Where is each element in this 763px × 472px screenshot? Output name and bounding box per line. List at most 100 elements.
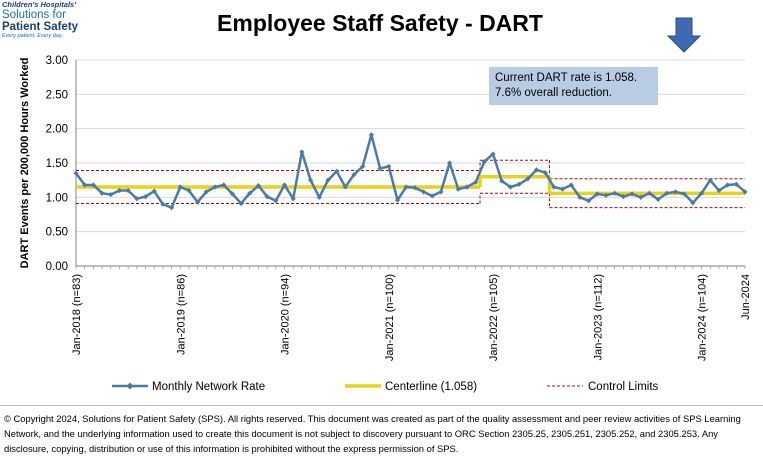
y-tick-label: 0.00 (46, 261, 68, 273)
rate-data-point (195, 199, 201, 205)
x-tick-label: Jan-2018 (n=83) (71, 274, 83, 355)
rate-data-point (742, 189, 748, 195)
x-tick-label: Jan-2023 (n=112) (592, 274, 604, 360)
rate-data-point (516, 181, 522, 187)
rate-data-point (568, 182, 574, 188)
rate-data-point (325, 177, 331, 183)
rate-data-point (638, 194, 644, 200)
rate-data-point (455, 186, 461, 192)
y-tick-label: 0.50 (46, 227, 68, 239)
rate-data-point (473, 179, 479, 185)
rate-data-point (429, 193, 435, 199)
rate-data-point (299, 149, 305, 155)
rate-data-point (334, 168, 340, 174)
legend-label-control-limits: Control Limits (588, 381, 659, 393)
rate-data-point (725, 182, 731, 188)
x-tick-label: Jan-2022 (n=105) (488, 274, 500, 361)
rate-data-point (629, 191, 635, 197)
rate-data-point (507, 184, 514, 190)
rate-data-point (577, 194, 583, 200)
rate-data-point (438, 189, 444, 195)
logo-line-2: Solutions for (2, 9, 66, 21)
rate-data-point (212, 184, 218, 190)
rate-data-point (238, 200, 244, 207)
sps-logo: Children's Hospitals' Solutions for Pati… (2, 1, 102, 45)
rate-data-point (281, 182, 288, 188)
annotation-line-1: Current DART rate is 1.058. (495, 72, 638, 84)
rate-data-point (559, 186, 566, 192)
rate-data-point (247, 190, 253, 196)
rate-data-point (116, 187, 123, 194)
rate-data-point (542, 170, 548, 176)
rate-data-point (255, 183, 262, 189)
rate-data-point (177, 184, 183, 190)
x-tick-label: Jan-2020 (n=94) (280, 274, 292, 355)
dart-control-chart: 0.00 0.50 1.00 1.50 2.00 2.50 3.00 Jan-2018 (n=… (19, 17, 752, 393)
rate-data-point (681, 191, 687, 197)
rate-data-point (307, 177, 314, 183)
rate-data-point (481, 159, 487, 165)
rate-data-point (168, 205, 175, 211)
legend-label-rate: Monthly Network Rate (152, 381, 265, 393)
x-tick-label: Jun-2024 (740, 274, 752, 320)
rate-data-point (316, 194, 322, 200)
chart-title: Employee Staff Safety - DART (217, 10, 543, 36)
logo-line-3: Patient Safety (2, 21, 79, 33)
rate-data-point (342, 184, 348, 190)
rate-data-point (368, 132, 375, 138)
rate-data-point (664, 190, 670, 196)
rate-data-point (82, 182, 88, 188)
y-tick-label: 2.00 (46, 124, 68, 136)
rate-data-point (108, 191, 114, 198)
rate-data-point (386, 163, 392, 170)
rate-data-point (716, 187, 722, 194)
rate-data-point (142, 194, 149, 200)
annotation-line-2: 7.6% overall reduction. (495, 86, 612, 99)
rate-data-point (351, 172, 357, 178)
rate-data-point (186, 187, 192, 194)
rate-data-point (525, 176, 531, 182)
rate-data-point (733, 181, 739, 187)
monthly-rate-line (74, 133, 746, 209)
y-axis-label: DART Events per 200,000 Hours Worked (19, 58, 31, 269)
x-tick-label: Jan-2021 (n=100) (384, 274, 396, 361)
rate-data-point (203, 189, 209, 195)
y-tick-label: 1.50 (46, 158, 68, 170)
rate-data-point (73, 170, 79, 176)
legend-rate-marker (126, 382, 134, 390)
rate-data-point (655, 196, 661, 202)
rate-data-point (620, 194, 626, 200)
rate-data-point (377, 165, 383, 172)
rate-data-point (229, 191, 235, 197)
rate-data-point (490, 151, 496, 157)
x-tick-label: Jan-2024 (n=104) (697, 274, 709, 361)
rate-data-point (533, 167, 540, 173)
rate-data-point (273, 198, 279, 204)
rate-data-point (412, 185, 418, 191)
rate-data-point (403, 184, 409, 190)
rate-data-point (360, 163, 366, 170)
rate-data-point (586, 198, 592, 204)
y-tick-label: 3.00 (46, 55, 68, 67)
down-arrow-icon (666, 17, 702, 53)
rate-data-point (290, 196, 296, 202)
rate-data-point (394, 197, 401, 203)
y-tick-label: 1.00 (46, 192, 68, 204)
logo-line-1: Children's Hospitals' (2, 0, 76, 9)
rate-data-point (672, 189, 679, 195)
x-tick-label: Jan-2019 (n=86) (175, 274, 187, 355)
rate-data-point (90, 182, 96, 188)
rate-data-point (464, 184, 470, 190)
rate-data-point (603, 192, 609, 198)
rate-annotation-box: Current DART rate is 1.058. 7.6% overall… (489, 67, 658, 105)
rate-data-point (698, 190, 705, 196)
rate-data-point (690, 200, 696, 206)
logo-tagline: Every patient. Every day. (2, 33, 63, 39)
rate-data-point (446, 160, 453, 166)
rate-data-point (134, 196, 140, 202)
rate-data-point (221, 182, 227, 188)
rate-data-point (646, 190, 653, 196)
rate-data-point (707, 177, 713, 183)
rate-data-point (264, 194, 270, 200)
copyright-footer: © Copyright 2024, Solutions for Patient … (4, 413, 741, 454)
